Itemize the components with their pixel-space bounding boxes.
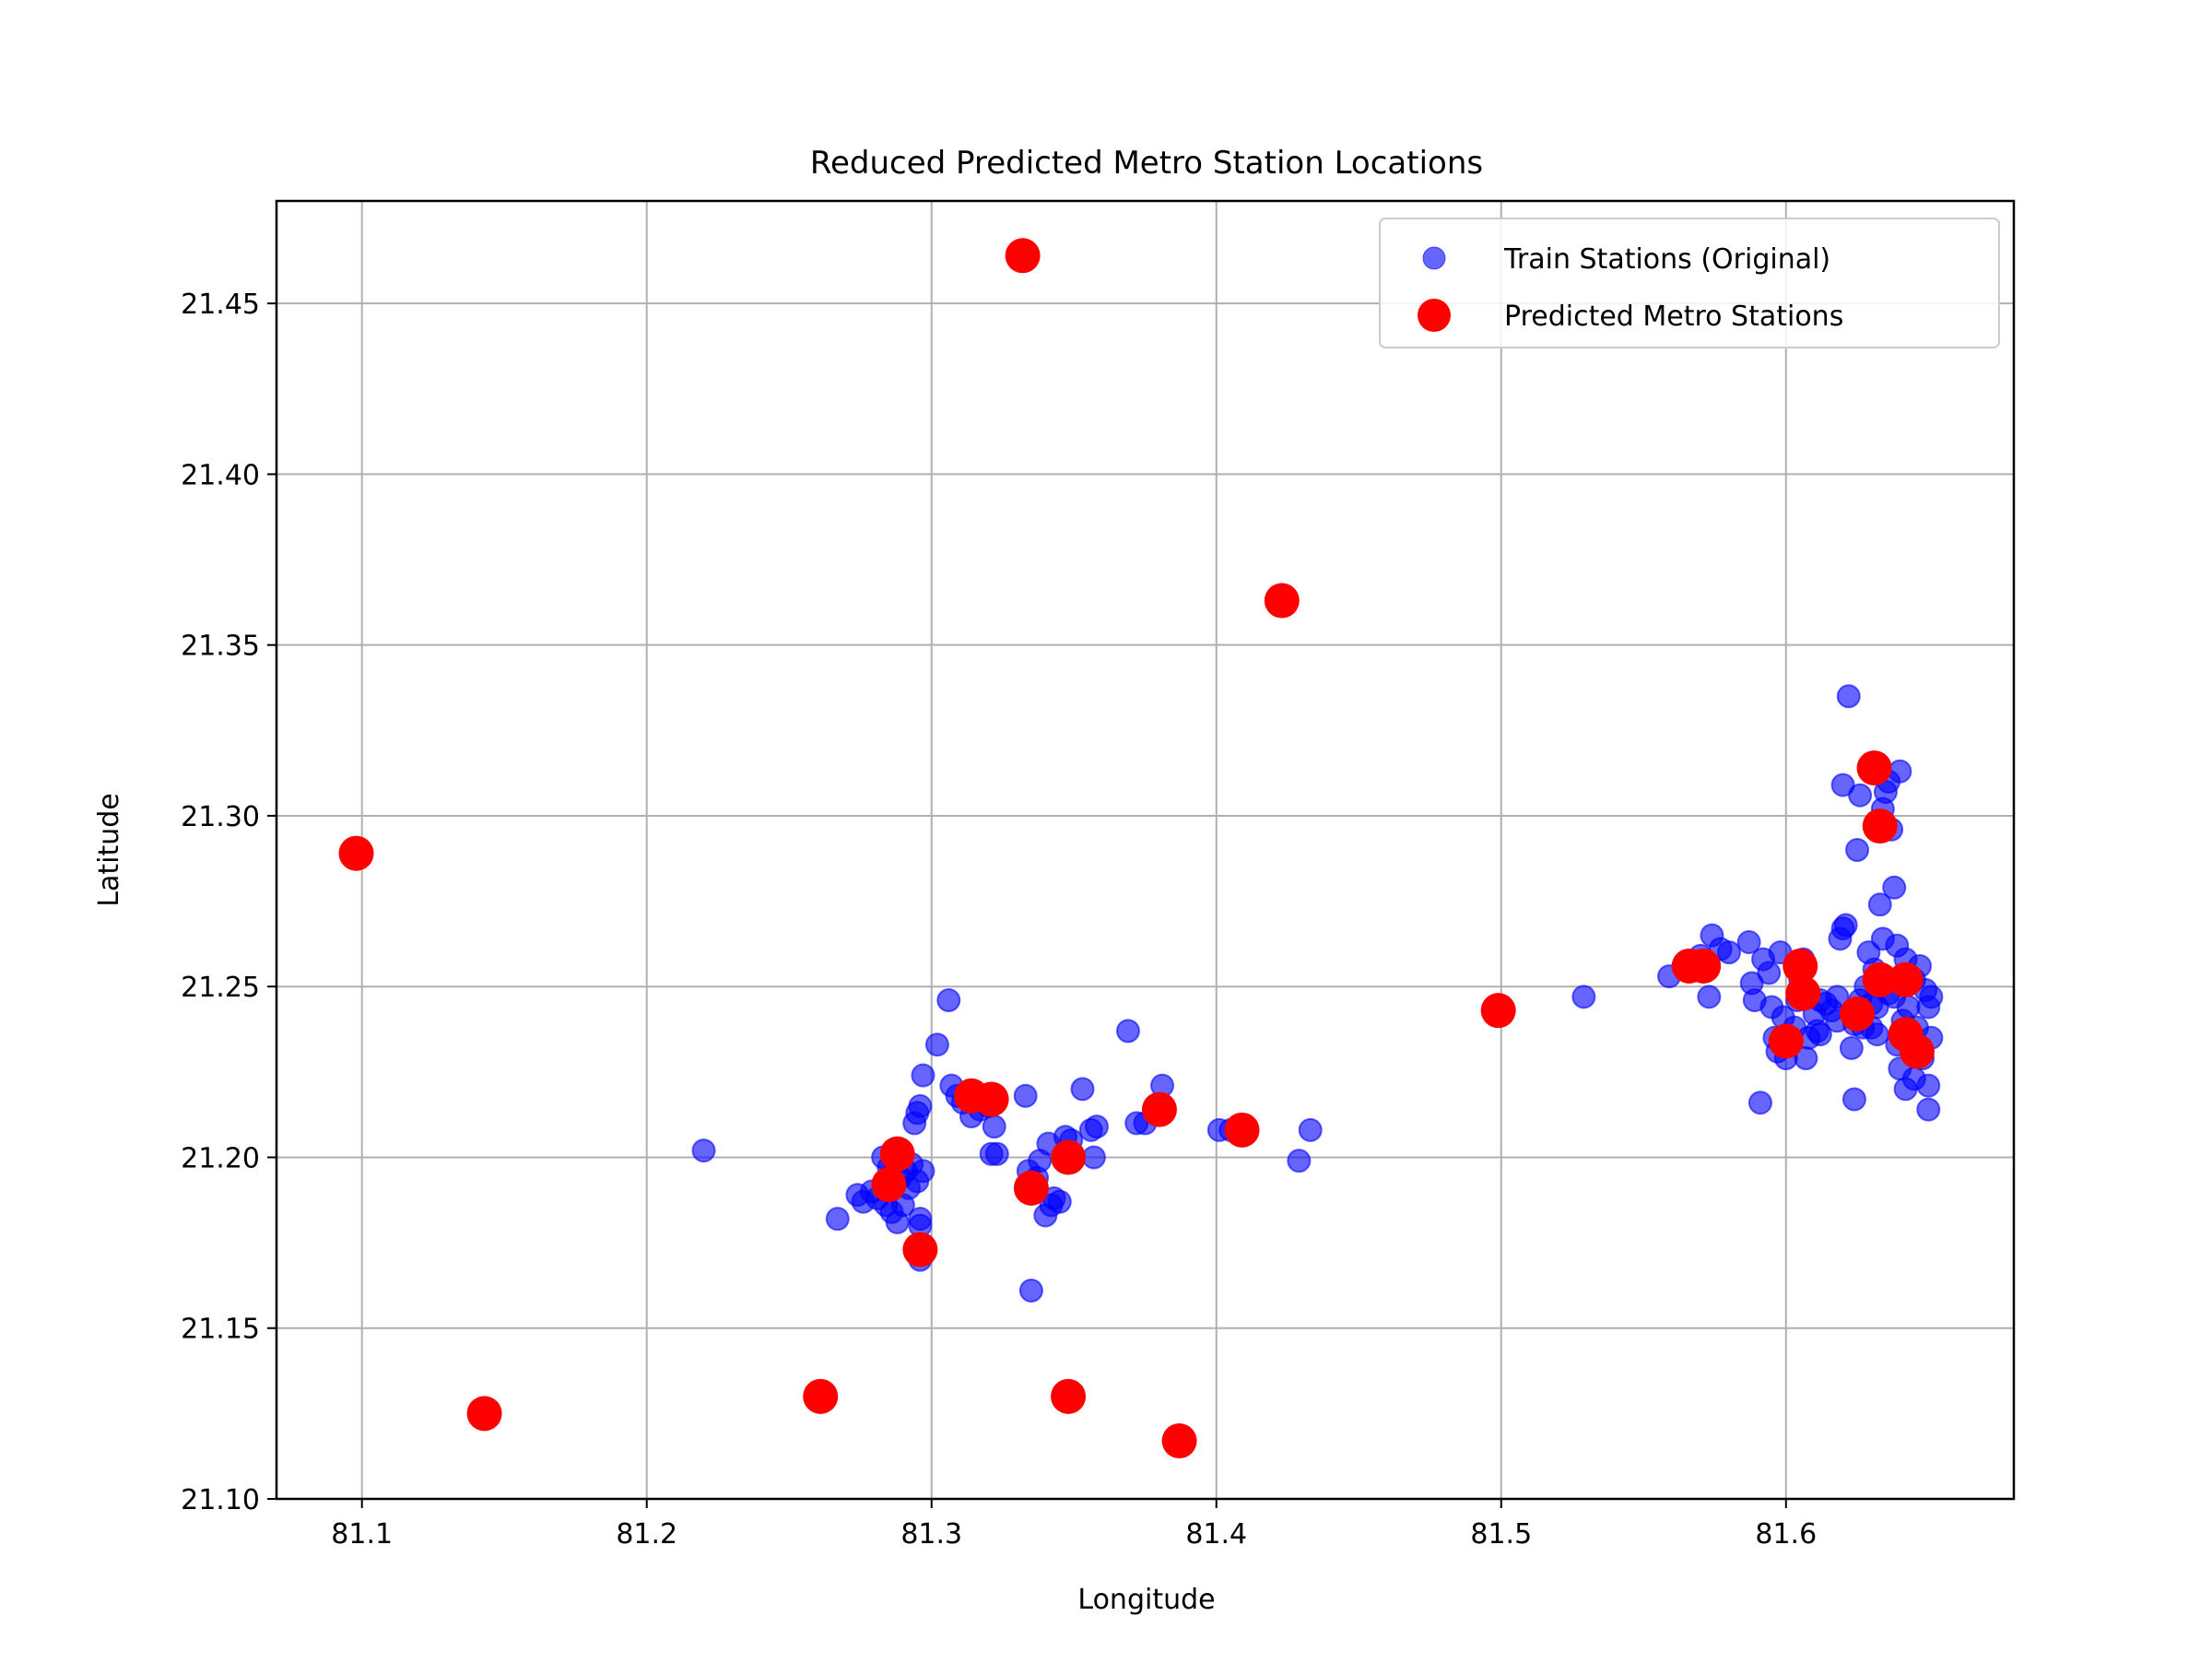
predicted-metro-point xyxy=(1480,993,1516,1029)
train-station-point xyxy=(1115,1019,1140,1044)
predicted-metro-point xyxy=(973,1081,1009,1117)
y-tick-label: 21.30 xyxy=(181,801,260,833)
x-tick-label: 81.3 xyxy=(900,1518,962,1551)
train-station-point xyxy=(1081,1145,1106,1170)
predicted-metro-point xyxy=(1051,1378,1087,1414)
x-tick-label: 81.5 xyxy=(1470,1518,1532,1551)
train-station-point xyxy=(691,1138,716,1163)
y-axis-label: Latitude xyxy=(93,793,125,906)
predicted-metro-point xyxy=(1785,975,1821,1011)
predicted-metro-point xyxy=(338,835,374,871)
predicted-metro-point xyxy=(1161,1423,1197,1459)
train-station-point xyxy=(1736,930,1761,955)
y-tick-label: 21.10 xyxy=(181,1484,260,1516)
train-station-point xyxy=(1018,1278,1043,1303)
train-station-point xyxy=(1571,985,1596,1009)
predicted-metro-point xyxy=(1051,1139,1087,1175)
predicted-metro-point xyxy=(879,1136,915,1172)
chart-title: Reduced Predicted Metro Station Location… xyxy=(810,145,1483,182)
y-tick-label: 21.45 xyxy=(181,289,260,321)
predicted-metro-point xyxy=(1141,1091,1177,1127)
predicted-metro-point xyxy=(1013,1170,1049,1206)
train-station-point xyxy=(1882,875,1907,900)
predicted-metro-point xyxy=(1264,583,1300,619)
predicted-metro-point xyxy=(466,1396,502,1432)
train-station-point xyxy=(1841,1087,1866,1112)
x-tick-label: 81.6 xyxy=(1755,1518,1817,1551)
tick-layer: 81.1 81.2 81.3 81.4 81.5 81.6 21.10 21.15 21.20 2… xyxy=(181,289,1817,1551)
train-station-point xyxy=(1839,1035,1864,1060)
train-station-point xyxy=(1697,985,1722,1009)
predicted-metro-point xyxy=(1862,808,1898,844)
predicted-metro-point xyxy=(1783,948,1818,984)
train-station-point xyxy=(1013,1083,1038,1108)
y-tick-label: 21.40 xyxy=(181,459,260,491)
train-station-point xyxy=(982,1115,1006,1139)
legend: Train Stations (Original) Predicted Metr… xyxy=(1379,218,2000,348)
train-station-point xyxy=(1888,759,1912,784)
train-station-point xyxy=(1747,1091,1772,1115)
predicted-metro-point xyxy=(1224,1112,1260,1148)
predicted-metro-series xyxy=(338,238,1935,1459)
predicted-metro-point xyxy=(1840,996,1876,1032)
legend-label-predicted-metro: Predicted Metro Stations xyxy=(1504,301,1843,333)
predicted-metro-point xyxy=(871,1167,907,1203)
plot-frame xyxy=(275,199,2016,1501)
train-station-point xyxy=(1836,684,1861,709)
train-station-point xyxy=(911,1159,935,1184)
y-tick-label: 21.25 xyxy=(181,972,260,1004)
train-station-point xyxy=(1070,1077,1095,1102)
predicted-metro-point xyxy=(1686,948,1722,984)
train-station-point xyxy=(1919,985,1944,1009)
train-station-point xyxy=(1757,961,1782,985)
y-tick-label: 21.35 xyxy=(181,631,260,663)
train-station-point xyxy=(1716,940,1741,965)
predicted-metro-point xyxy=(1856,750,1892,786)
train-station-point xyxy=(1807,1022,1832,1047)
train-station-point xyxy=(1298,1117,1323,1142)
y-tick-label: 21.15 xyxy=(181,1314,260,1346)
train-stations-series xyxy=(691,684,1944,1303)
train-station-point xyxy=(1896,995,1921,1020)
x-tick-label: 81.2 xyxy=(616,1518,677,1551)
grid-layer xyxy=(276,201,2014,1500)
predicted-metro-point xyxy=(1005,238,1041,274)
predicted-metro-point xyxy=(1862,961,1898,997)
predicted-metro-point xyxy=(803,1378,839,1414)
train-station-point xyxy=(825,1207,850,1232)
train-station-point xyxy=(908,1093,933,1118)
predicted-metro-point xyxy=(1888,961,1924,997)
train-station-point xyxy=(1084,1115,1109,1139)
train-station-point xyxy=(911,1063,935,1088)
x-tick-label: 81.1 xyxy=(331,1518,393,1551)
train-station-point xyxy=(936,988,961,1013)
train-station-point xyxy=(924,1032,949,1057)
predicted-metro-point xyxy=(902,1232,938,1268)
train-station-point xyxy=(1845,838,1870,862)
legend-frame xyxy=(1379,218,2000,348)
x-axis-label: Longitude xyxy=(1077,1584,1215,1616)
train-station-point xyxy=(1867,892,1892,917)
y-tick-label: 21.20 xyxy=(181,1142,260,1174)
train-station-point xyxy=(1916,1073,1941,1098)
x-tick-label: 81.4 xyxy=(1185,1518,1247,1551)
train-station-point xyxy=(1916,1097,1941,1122)
train-station-point xyxy=(1833,913,1858,938)
train-station-point xyxy=(1848,783,1873,808)
legend-marker-train-stations xyxy=(1422,246,1446,270)
train-station-point xyxy=(1047,1189,1072,1214)
legend-marker-predicted-metro xyxy=(1418,299,1451,332)
predicted-metro-point xyxy=(1768,1023,1804,1059)
train-station-point xyxy=(984,1141,1009,1166)
train-station-point xyxy=(1287,1149,1312,1174)
legend-label-train-stations: Train Stations (Original) xyxy=(1503,243,1830,276)
predicted-metro-point xyxy=(1899,1033,1935,1069)
